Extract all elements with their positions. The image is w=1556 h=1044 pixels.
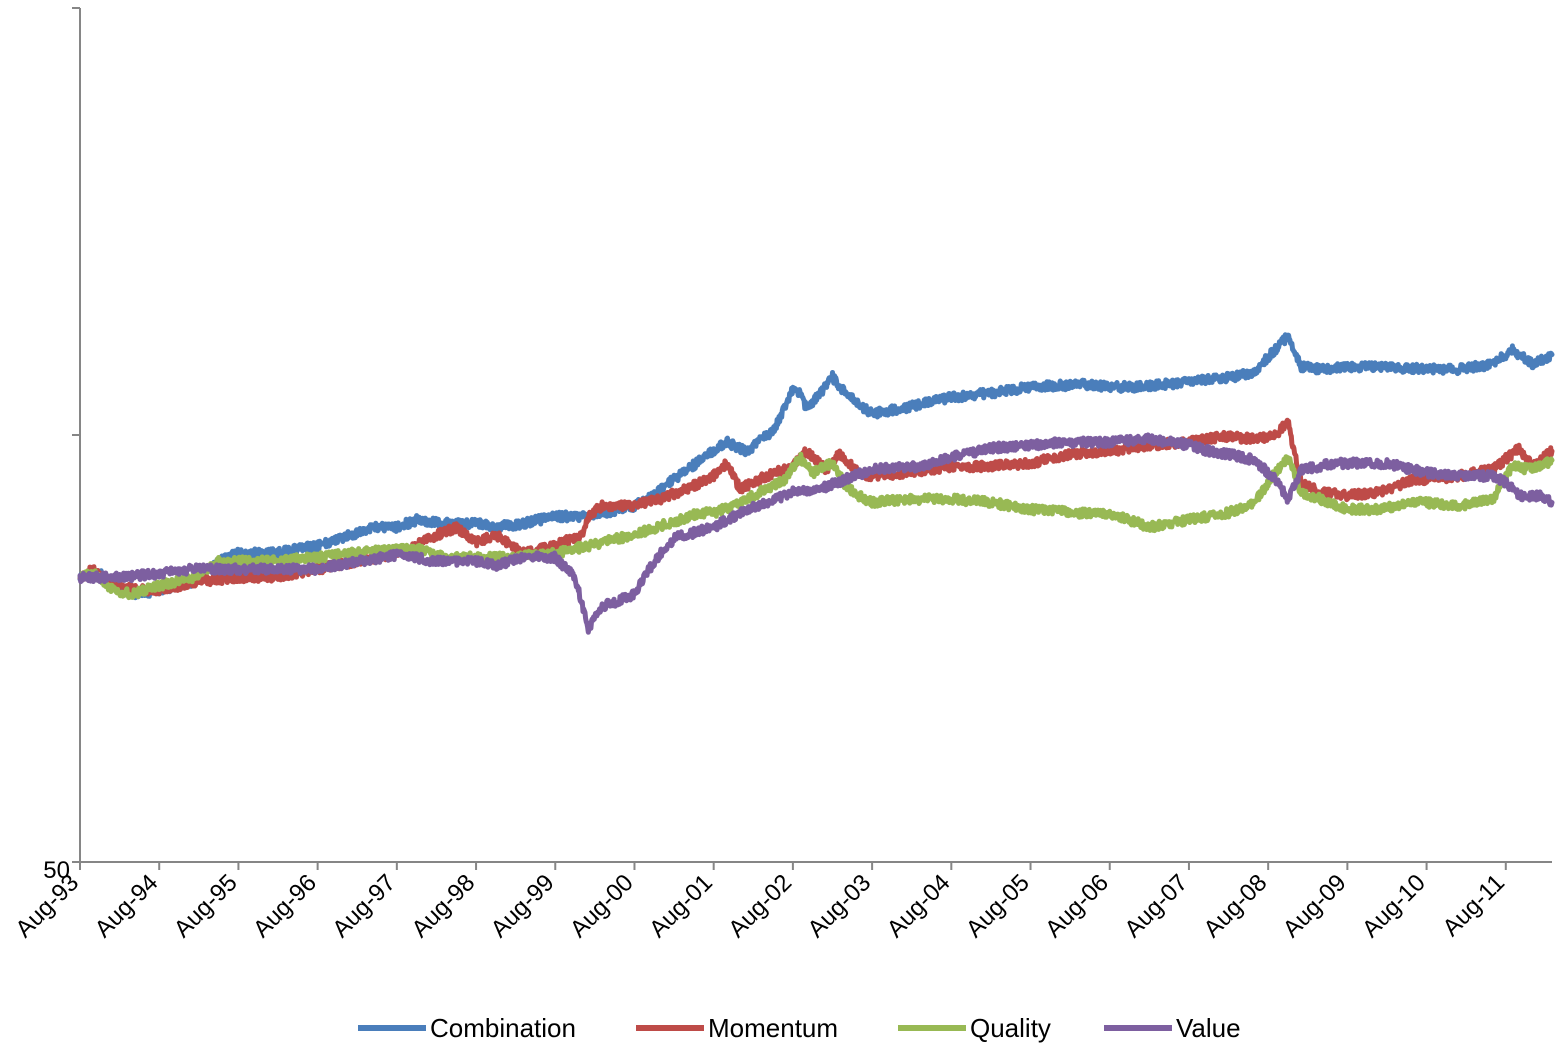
y-tick-label: 50 (43, 857, 70, 884)
x-tick-label: Aug-94 (90, 869, 164, 943)
series-line-quality (77, 451, 1555, 601)
legend-label: Quality (970, 1013, 1051, 1043)
legend-item-momentum: Momentum (636, 1013, 838, 1043)
legend-item-quality: Quality (898, 1013, 1051, 1043)
x-tick-label: Aug-09 (1278, 869, 1352, 943)
legend-label: Combination (430, 1013, 576, 1043)
x-tick-label: Aug-06 (1040, 869, 1114, 943)
x-tick-label: Aug-01 (644, 869, 718, 943)
x-tick-label: Aug-97 (327, 869, 401, 943)
series-line-value (77, 432, 1555, 635)
legend: Combination Momentum Quality Value (358, 1013, 1241, 1043)
x-tick-label: Aug-10 (1357, 869, 1431, 943)
x-tick-label: Aug-04 (882, 869, 956, 943)
legend-label: Value (1176, 1013, 1241, 1043)
legend-item-value: Value (1104, 1013, 1241, 1043)
x-tick-label: Aug-11 (1437, 869, 1510, 942)
x-tick-label: Aug-03 (803, 869, 877, 943)
x-tick-label: Aug-08 (1199, 869, 1273, 943)
x-tick-label: Aug-00 (565, 869, 639, 943)
x-tick-label: Aug-07 (1119, 869, 1193, 943)
x-tick-label: Aug-05 (961, 869, 1035, 943)
series-line-combination (77, 332, 1555, 601)
x-tick-label: Aug-02 (723, 869, 797, 943)
x-tick-label: Aug-95 (169, 869, 243, 943)
legend-item-combination: Combination (358, 1013, 576, 1043)
series-lines (77, 332, 1555, 635)
x-tick-label: Aug-96 (248, 869, 322, 943)
x-tick-label: Aug-99 (486, 869, 560, 943)
x-tick-label: Aug-98 (406, 869, 480, 943)
legend-label: Momentum (708, 1013, 838, 1043)
